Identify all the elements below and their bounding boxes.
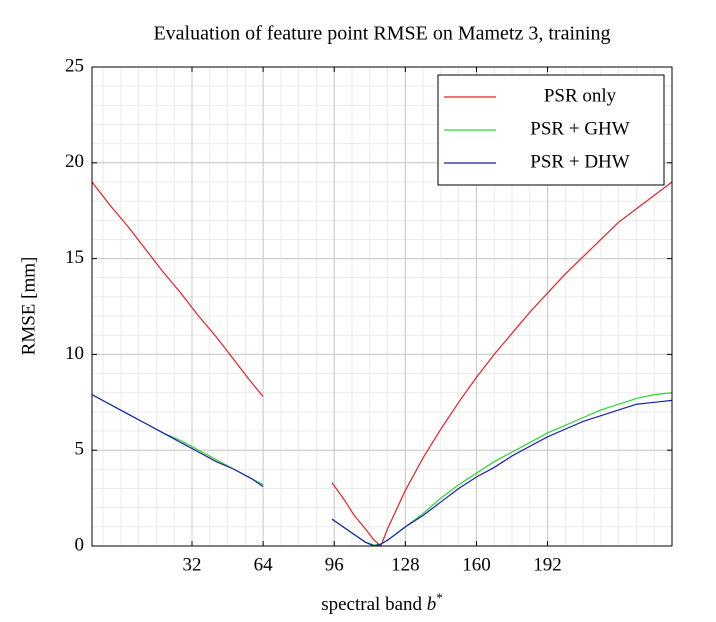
legend-label: PSR only bbox=[544, 85, 617, 106]
x-tick-label: 32 bbox=[183, 554, 202, 575]
series-line bbox=[91, 181, 673, 548]
x-tick-label: 64 bbox=[254, 554, 274, 575]
chart-title: Evaluation of feature point RMSE on Mame… bbox=[153, 23, 610, 45]
x-tick-label: 192 bbox=[533, 554, 562, 575]
x-tick-label: 96 bbox=[325, 554, 344, 575]
plot-frame bbox=[91, 66, 673, 547]
legend: PSR only PSR + GHW PSR + DHW bbox=[437, 74, 665, 186]
x-tick-label: 160 bbox=[462, 554, 491, 575]
series-line bbox=[91, 394, 673, 547]
legend-label: PSR + DHW bbox=[530, 151, 629, 172]
x-tick-label: 128 bbox=[391, 554, 420, 575]
y-tick-label: 5 bbox=[75, 439, 85, 460]
y-tick-label: 20 bbox=[65, 151, 84, 172]
y-tick-label: 15 bbox=[65, 247, 84, 268]
y-tick-label: 0 bbox=[75, 534, 85, 555]
legend-label: PSR + GHW bbox=[530, 118, 629, 139]
y-axis-label: RMSE [mm] bbox=[18, 257, 39, 356]
x-axis-label: spectral band b* bbox=[321, 590, 443, 615]
y-tick-label: 25 bbox=[65, 55, 84, 76]
y-tick-label: 10 bbox=[65, 343, 84, 364]
